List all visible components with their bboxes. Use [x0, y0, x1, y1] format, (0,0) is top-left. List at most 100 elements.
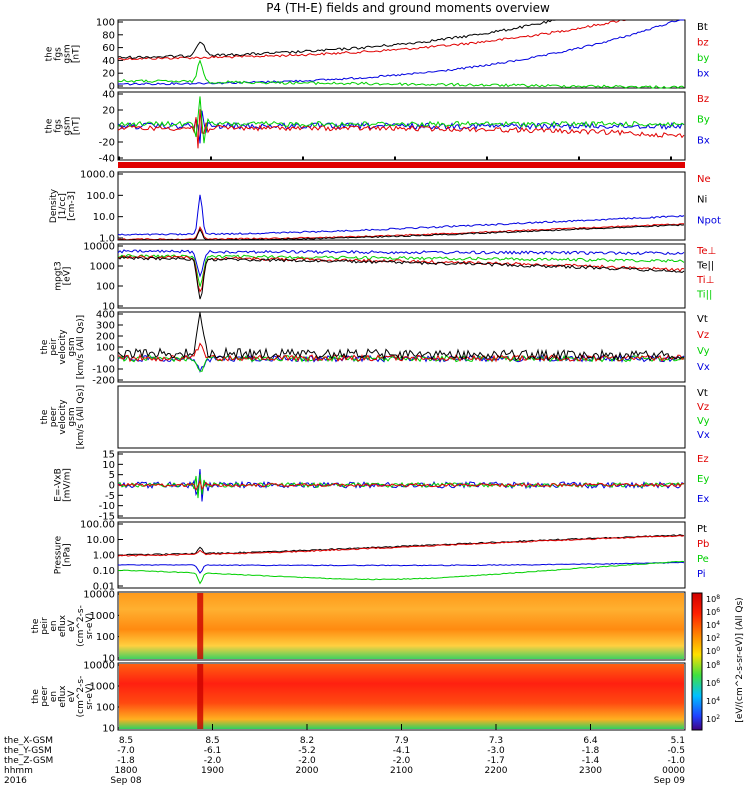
panel-frame — [117, 243, 686, 309]
legend-vx: Vx — [697, 430, 710, 441]
series-pb — [117, 534, 685, 557]
y-axis-label-line: [mV/m] — [63, 468, 73, 502]
y-axis-label-line: gsm — [67, 407, 77, 426]
legend-pi: Pi — [697, 569, 706, 580]
x-tick-label: Sep 08 — [110, 776, 142, 786]
legend-vy: Vy — [697, 346, 710, 357]
series-by — [117, 59, 685, 89]
y-axis-label-line: [cm-3] — [67, 191, 77, 221]
y-tick-label: 300 — [96, 321, 115, 332]
legend-pt: Pt — [697, 524, 707, 535]
x-tick-label: -2.0 — [393, 756, 411, 766]
y-tick-label: 10 — [102, 460, 115, 471]
x-tick-label: -2.0 — [298, 756, 316, 766]
x-tick-label: -5.2 — [298, 746, 316, 756]
x-tick-label: -1.8 — [582, 746, 600, 756]
x-tick-label: 0000 — [662, 766, 685, 776]
x-tick-label: 8.5 — [119, 736, 133, 746]
colorbar-tick: 102 — [706, 714, 720, 724]
x-tick-label: 8.5 — [205, 736, 219, 746]
y-axis-label-line: en — [49, 620, 59, 631]
series-bz — [117, 109, 685, 149]
y-axis-label-line: peir — [40, 617, 50, 635]
legend-vz: Vz — [697, 330, 709, 341]
x-row-label: the_Z-GSM — [4, 756, 53, 766]
y-tick-label: 5 — [109, 470, 115, 481]
series-bt — [117, 19, 684, 60]
legend-ey: Ey — [697, 474, 709, 485]
y-axis-label-line: en — [49, 691, 59, 702]
colorbar-tick: 104 — [706, 696, 720, 706]
y-axis-label-line: sr-eV) — [85, 683, 95, 709]
legend-bz: Bz — [697, 94, 709, 105]
colorbar-label: [eV/(cm^2-s-sr-eV)] (All Qs) — [735, 597, 745, 722]
peir-eflux-spectrogram — [119, 593, 684, 659]
y-axis-label: Density [1/cc] [cm-3] — [49, 188, 77, 223]
y-tick-label: 0 — [109, 82, 115, 93]
y-tick-label: 100.0 — [86, 191, 115, 202]
y-axis-label: E=-VxB [mV/m] — [54, 468, 73, 502]
y-tick-label: 15 — [102, 450, 115, 461]
legend-bx: Bx — [697, 135, 710, 146]
y-tick-label: 20 — [102, 106, 115, 117]
legend-te||: Te|| — [696, 261, 714, 272]
x-tick-label: 1800 — [115, 766, 138, 776]
y-tick-label: 80 — [102, 30, 115, 41]
y-axis-label-line: (cm^2-s- — [76, 605, 86, 647]
y-axis-label-line: the — [40, 339, 50, 354]
legend-ni: Ni — [697, 195, 707, 206]
y-axis-label-line: gsm — [67, 337, 77, 356]
y-tick-label: -40 — [99, 154, 115, 165]
colorbar-gradient — [691, 592, 703, 731]
series-ti-par — [117, 253, 685, 287]
x-row-label: the_X-GSM — [4, 736, 53, 746]
y-axis-label-line: E=-VxB — [54, 468, 64, 502]
y-tick-label: 100 — [96, 18, 115, 29]
x-tick-label: -2.0 — [204, 756, 222, 766]
legend-vt: Vt — [697, 314, 708, 325]
y-tick-label: 10.00 — [86, 535, 115, 546]
series-npot — [117, 194, 685, 236]
x-tick-label: -1.0 — [667, 756, 685, 766]
peer-eflux-spectrogram — [119, 664, 684, 729]
x-row-label: hhmm — [4, 766, 33, 776]
colorbar-tick: 106 — [706, 607, 720, 617]
x-row-label: the_Y-GSM — [4, 746, 52, 756]
colorbar-tick: 108 — [706, 594, 720, 604]
series-ne — [117, 223, 684, 241]
x-tick-label: 2300 — [579, 766, 602, 776]
series-pe — [117, 560, 685, 585]
legend-bx: bx — [697, 69, 709, 80]
y-axis-label-line: peer — [40, 686, 50, 707]
x-tick-label: 5.1 — [671, 736, 685, 746]
y-tick-label: 400 — [96, 310, 115, 321]
x-tick-label: 7.3 — [489, 736, 503, 746]
series-ti-perp — [117, 249, 685, 278]
y-tick-label: 1000 — [90, 262, 115, 273]
series-vz — [117, 342, 685, 363]
x-tick-label: 2200 — [485, 766, 508, 776]
y-axis-label: the fgs gsm [nT] — [45, 116, 82, 135]
y-axis-label-line: peir — [49, 338, 59, 356]
y-tick-label: -15 — [99, 512, 115, 523]
panel-frame — [117, 19, 686, 89]
y-axis-label-line: gsm — [63, 44, 73, 63]
y-tick-label: 20 — [102, 69, 115, 80]
y-tick-label: 1000 — [90, 682, 115, 693]
colorbar-tick: 100 — [706, 646, 720, 656]
y-tick-label: 10 — [102, 302, 115, 313]
y-tick-label: 0.01 — [93, 582, 115, 593]
y-tick-label: -10 — [99, 501, 115, 512]
legend-by: By — [697, 115, 710, 126]
x-tick-label: -6.1 — [204, 746, 222, 756]
series-bx — [117, 110, 685, 144]
legend-pb: Pb — [697, 539, 709, 550]
y-axis-label-line: [eV] — [63, 267, 73, 286]
legend-ti⊥: Ti⊥ — [696, 275, 714, 286]
y-axis-label-line: fgs — [54, 47, 64, 61]
y-axis-label: the peer en eflux eV (cm^2-s-sr-eV) — [31, 676, 95, 718]
x-tick-label: -1.7 — [487, 756, 505, 766]
